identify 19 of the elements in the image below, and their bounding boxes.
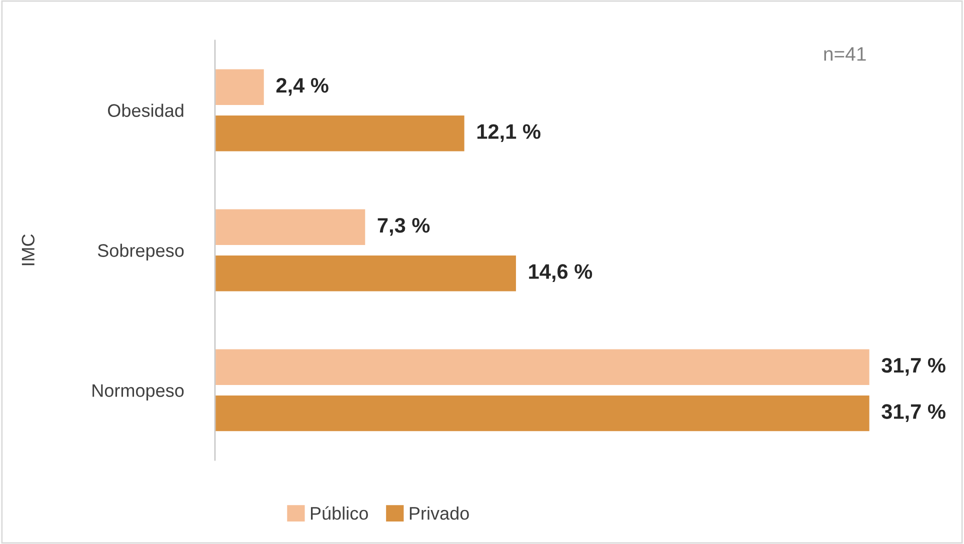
y-tick-label: Normopeso: [92, 384, 184, 401]
y-tick-label: Sobrepeso: [98, 244, 184, 261]
bar: [214, 208, 367, 246]
data-label: 14,6 %: [529, 264, 592, 282]
bar: [214, 254, 518, 293]
data-label: 31,7 %: [882, 404, 946, 422]
y-axis-title: IMC: [22, 234, 35, 266]
bar: [214, 114, 466, 153]
data-label: 7,3 %: [378, 218, 430, 236]
data-label: 31,7 %: [882, 358, 946, 376]
bar: [214, 348, 870, 386]
bar: [214, 68, 266, 106]
data-label: 2,4 %: [276, 78, 328, 96]
y-tick-label: Obesidad: [108, 104, 184, 117]
legend-label: Privado: [410, 506, 469, 520]
bar: [214, 394, 870, 433]
annotation: n=41: [824, 47, 866, 61]
data-label: 12,1 %: [477, 124, 540, 142]
legend-label: Público: [310, 506, 368, 520]
